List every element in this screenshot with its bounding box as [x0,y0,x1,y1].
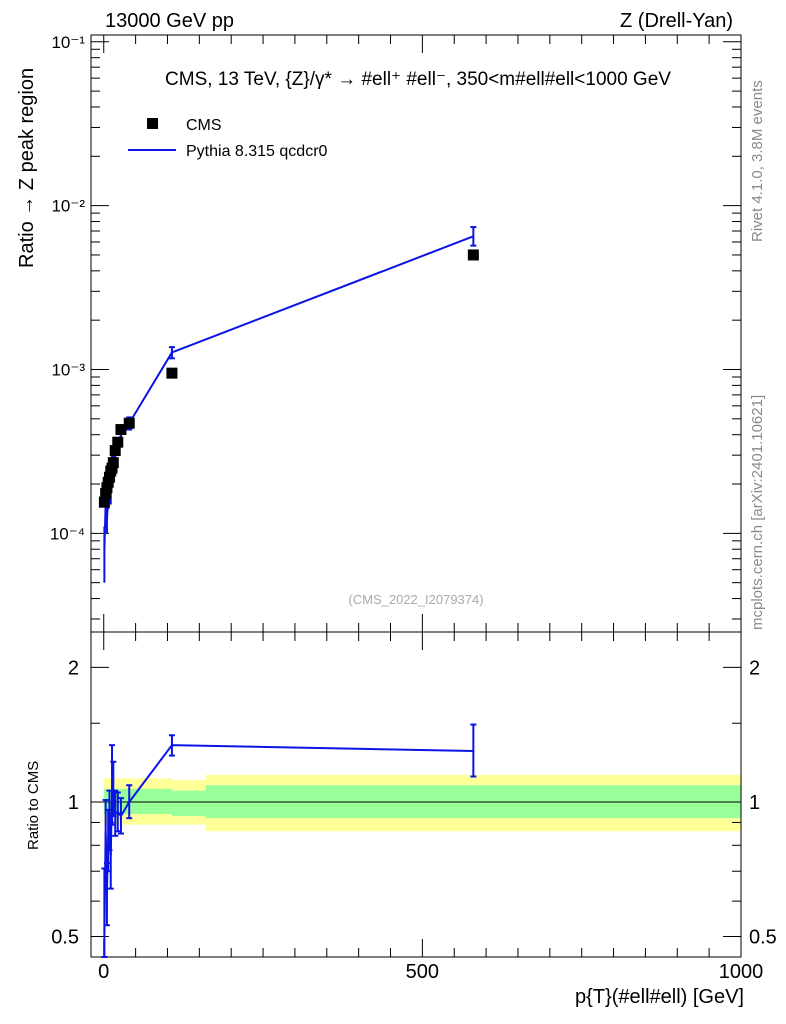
band-inner-1 [171,790,206,817]
main-ytick-label-3: 10⁻¹ [51,33,85,52]
ratio-plot-area [101,723,477,958]
legend-mc-label: Pythia 8.315 qcdcr0 [186,143,328,160]
ratio-ytick-label-right-0: 0.5 [749,927,777,949]
rivet-label: Rivet 4.1.0, 3.8M events [749,80,766,242]
header-right: Z (Drell-Yan) [620,10,733,32]
x-axis-label: p{T}(#ell#ell) [GeV] [575,986,744,1008]
cms-data-point [107,457,119,469]
ratio-ytick-label-left-0: 0.5 [51,927,79,949]
cms-data-point [112,436,124,448]
header-left: 13000 GeV pp [105,10,234,32]
cms-data-point [467,249,479,261]
legend: CMS Pythia 8.315 qcdcr0 [128,117,328,160]
analysis-watermark: (CMS_2022_I2079374) [348,592,483,607]
cms-data-point [115,424,127,436]
cms-data-point [109,445,121,457]
x-tick-label-0: 0 [98,961,109,983]
uncertainty-bands [91,774,742,832]
ratio-ytick-label-right-1: 1 [749,792,760,814]
ratio-ytick-label-left-1: 1 [68,792,79,814]
ratio-ytick-label-right-2: 2 [749,657,760,679]
main-ylabel: Ratio → Z peak region [16,68,38,268]
ratio-ylabel: Ratio to CMS [25,761,42,850]
cms-data-point [103,471,115,483]
cms-data-point [98,496,110,508]
cms-data-point [123,417,135,429]
main-title: CMS, 13 TeV, {Z}/γ* → #ell⁺ #ell⁻, 350<m… [165,69,671,90]
cms-data-point [100,488,112,500]
mcplots-label: mcplots.cern.ch [arXiv:2401.10621] [749,395,766,630]
legend-data-label: CMS [186,117,222,134]
x-tick-label-1: 500 [406,961,439,983]
ratio-series-line [103,744,474,933]
mc-series-line [103,235,474,550]
main-ytick-label-2: 10⁻² [51,197,85,216]
axis-ticks: 10⁻⁴ 10⁻³ 10⁻² 10⁻¹ 0.5 0.5 1 1 2 2 0 500 1000 [50,33,777,983]
x-tick-label-2: 1000 [719,961,764,983]
legend-data-marker [147,118,158,129]
main-ytick-label-1: 10⁻³ [51,360,85,379]
ratio-panel-frame [90,631,742,958]
cms-data-point [166,367,178,379]
main-plot-area [98,226,479,583]
main-ytick-label-0: 10⁻⁴ [50,524,85,543]
ratio-ytick-label-left-2: 2 [68,657,79,679]
